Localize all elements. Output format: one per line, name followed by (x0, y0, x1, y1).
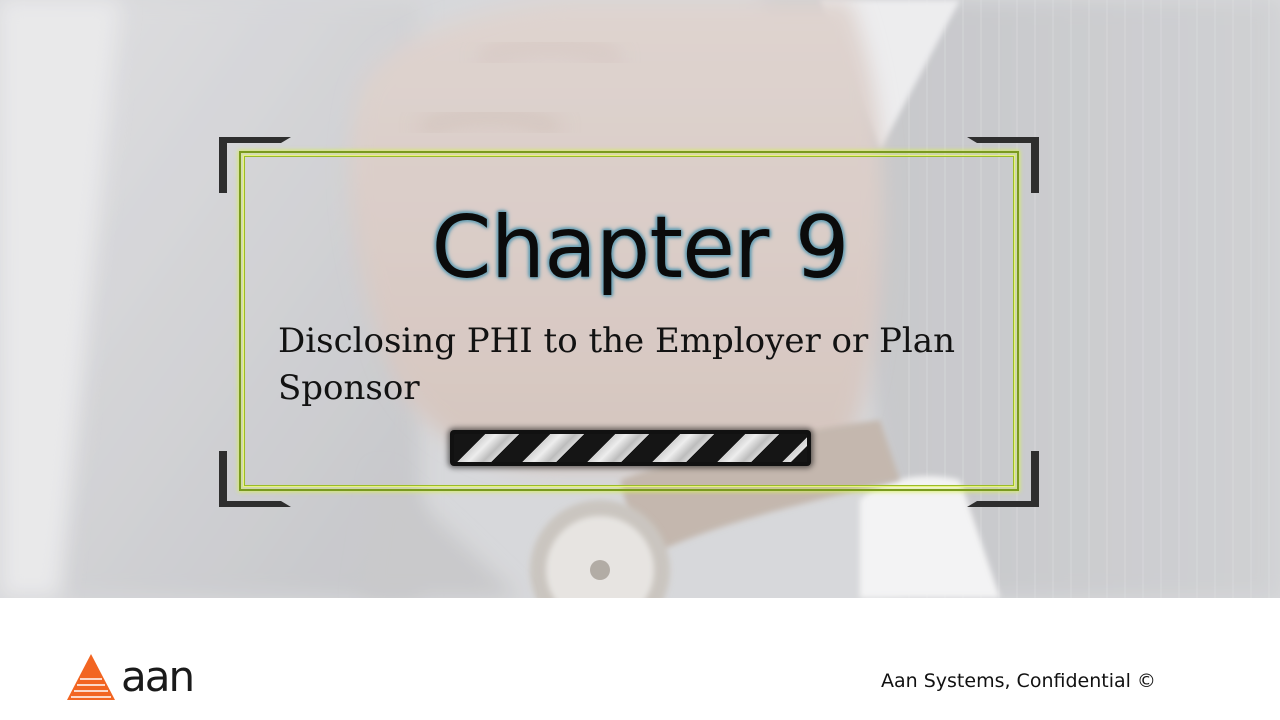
triangle-logo-icon (67, 654, 115, 700)
frame-corner-top-left (219, 137, 291, 193)
frame-border (239, 151, 1019, 491)
hazard-stripe-fill (454, 434, 807, 462)
chapter-title: Chapter 9 (431, 198, 850, 298)
confidential-notice: Aan Systems, Confidential © (881, 670, 1156, 692)
footer: aan Aan Systems, Confidential © (0, 598, 1280, 720)
background-photo (0, 0, 1280, 598)
frame-corner-bottom-right (967, 451, 1039, 507)
title-frame: Chapter 9 Disclosing PHI to the Employer… (219, 137, 1039, 507)
chapter-subtitle: Disclosing PHI to the Employer or Plan S… (278, 321, 955, 408)
hazard-stripe-bar (450, 430, 811, 466)
frame-corner-top-right (967, 137, 1039, 193)
company-logo: aan (67, 650, 195, 701)
logo-wordmark: aan (121, 652, 195, 701)
frame-corner-bottom-left (219, 451, 291, 507)
